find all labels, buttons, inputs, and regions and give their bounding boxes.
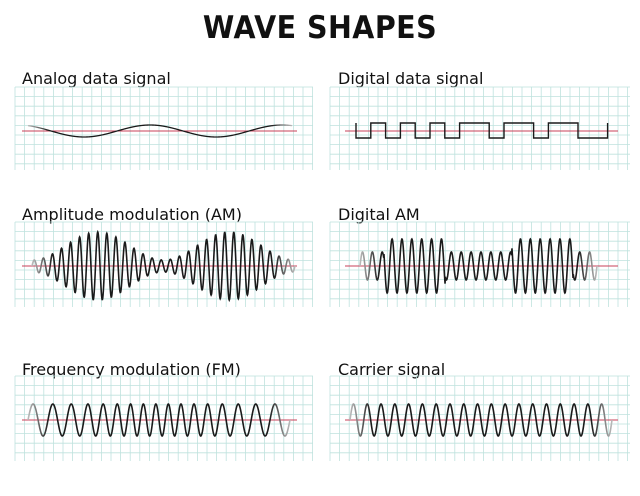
fm-wave (27, 403, 291, 437)
page-title: WAVE SHAPES (202, 10, 438, 46)
analog-wave (27, 124, 293, 138)
label-digital-am: Digital AM (338, 205, 420, 224)
am-wave (31, 229, 296, 303)
carrier-wave (349, 403, 613, 437)
digital-wave (355, 122, 609, 139)
grid-panel-1 (329, 86, 630, 170)
grid-panel-4 (14, 375, 313, 461)
grid-lines (14, 86, 313, 170)
label-fm: Frequency modulation (FM) (22, 360, 241, 379)
grid-lines (14, 375, 313, 461)
label-am: Amplitude modulation (AM) (22, 205, 242, 224)
label-carrier: Carrier signal (338, 360, 446, 379)
label-analog: Analog data signal (22, 69, 171, 88)
grid-panel-0 (14, 86, 313, 170)
digital-am-wave (359, 237, 598, 295)
grid-lines (329, 86, 630, 170)
label-digital: Digital data signal (338, 69, 484, 88)
